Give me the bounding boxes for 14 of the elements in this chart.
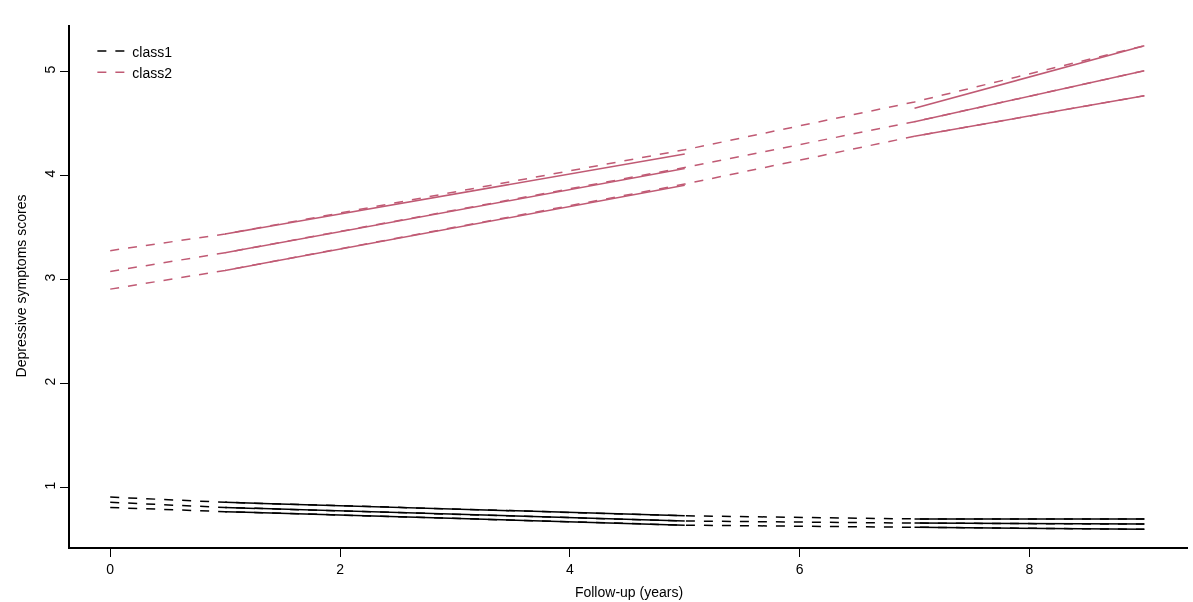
- x-tick-label: 8: [1025, 560, 1034, 577]
- y-tick-label: 2: [41, 377, 58, 386]
- y-axis-title: Depressive symptoms scores: [12, 194, 29, 378]
- x-tick-label: 6: [795, 560, 804, 577]
- x-tick-label: 2: [336, 560, 345, 577]
- x-tick-label: 4: [565, 560, 574, 577]
- x-tick-label: 0: [106, 560, 115, 577]
- legend-label: class2: [132, 64, 173, 81]
- y-tick-label: 3: [41, 273, 58, 282]
- x-axis-title: Follow-up (years): [574, 584, 684, 601]
- legend-label: class1: [132, 43, 173, 60]
- y-tick-label: 5: [41, 65, 58, 74]
- y-tick-label: 4: [41, 169, 58, 178]
- y-tick-label: 1: [41, 481, 58, 490]
